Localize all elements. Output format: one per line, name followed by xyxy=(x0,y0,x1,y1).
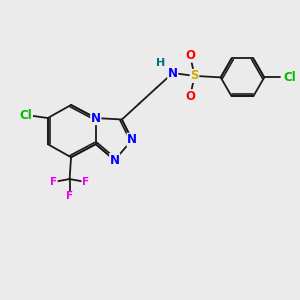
Text: N: N xyxy=(168,67,178,80)
Text: H: H xyxy=(157,58,166,68)
Text: N: N xyxy=(110,154,120,167)
Text: N: N xyxy=(91,112,101,124)
Text: F: F xyxy=(66,191,73,202)
Text: Cl: Cl xyxy=(283,71,296,84)
Text: O: O xyxy=(185,90,195,103)
Text: O: O xyxy=(185,49,195,62)
Text: N: N xyxy=(127,133,137,146)
Text: S: S xyxy=(190,69,199,82)
Text: F: F xyxy=(82,177,89,187)
Text: F: F xyxy=(50,177,57,187)
Text: Cl: Cl xyxy=(20,109,32,122)
